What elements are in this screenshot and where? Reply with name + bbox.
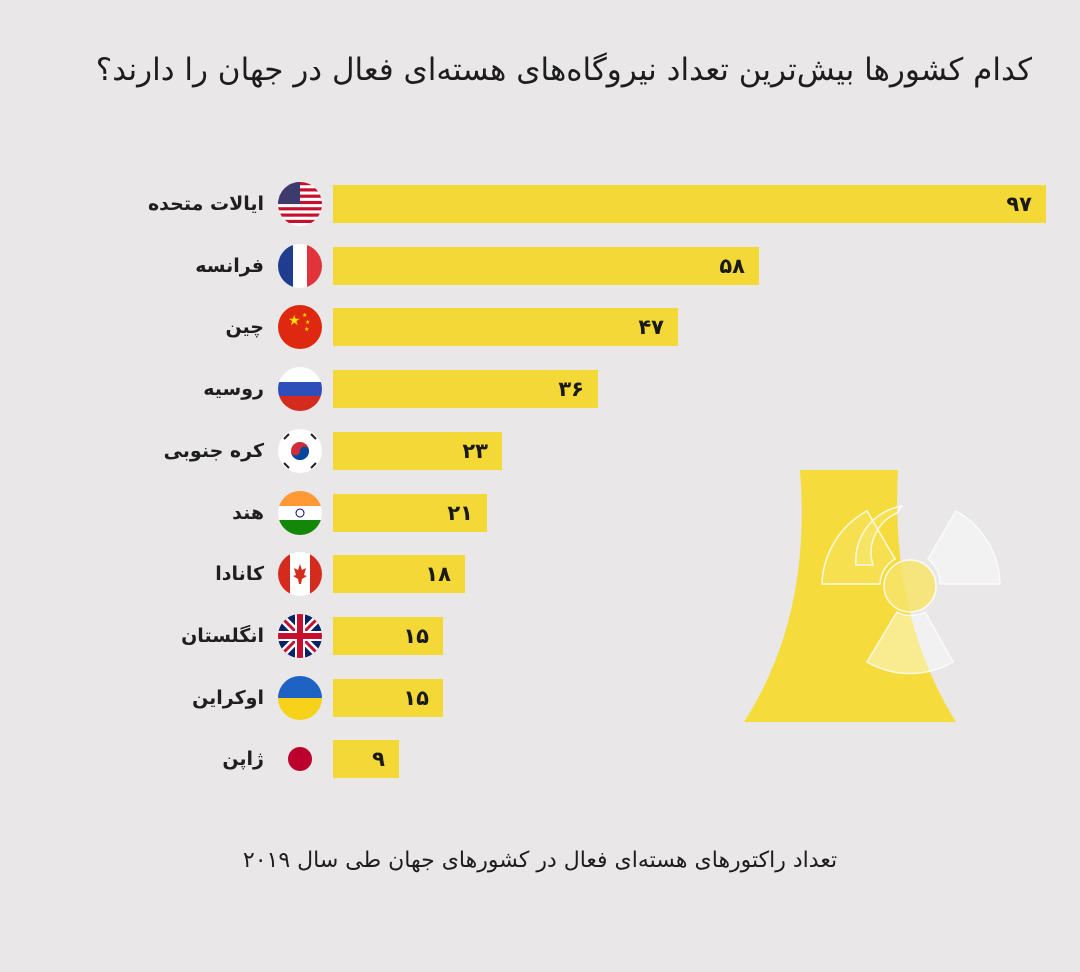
bar-row: کانادا ۱۸ xyxy=(0,552,1080,596)
category-label: چین xyxy=(225,316,264,338)
svg-text:★: ★ xyxy=(288,313,301,329)
bar xyxy=(333,432,502,470)
bar-row: انگلستان ۱۵ xyxy=(0,614,1080,658)
svg-text:★: ★ xyxy=(304,326,309,333)
value-label: ۹۷ xyxy=(1006,192,1032,216)
value-label: ۱۸ xyxy=(425,562,451,586)
bar-row: چین ★ ★ ★ ★ ۴۷ xyxy=(0,305,1080,349)
value-label: ۹ xyxy=(372,747,385,771)
value-label: ۲۳ xyxy=(462,439,488,463)
value-label: ۳۶ xyxy=(558,377,584,401)
category-label: انگلستان xyxy=(181,625,264,647)
bar xyxy=(333,740,399,778)
india-flag-icon xyxy=(278,491,322,535)
value-label: ۲۱ xyxy=(447,501,473,525)
svg-text:★: ★ xyxy=(305,319,310,326)
category-label: ژاپن xyxy=(222,748,264,770)
canada-flag-icon xyxy=(278,552,322,596)
value-label: ۴۷ xyxy=(638,315,664,339)
svg-text:★: ★ xyxy=(302,312,307,319)
russia-flag-icon xyxy=(278,367,322,411)
chart-title: کدام کشورها بیش‌ترین تعداد نیروگاه‌های ه… xyxy=(95,52,1032,88)
category-label: هند xyxy=(232,502,264,524)
bar xyxy=(333,617,443,655)
chart-caption: تعداد راکتورهای هسته‌ای فعال در کشورهای … xyxy=(242,848,838,873)
bar xyxy=(333,679,443,717)
usa-flag-icon xyxy=(278,182,322,226)
bar xyxy=(333,370,598,408)
bar-row: روسیه ۳۶ xyxy=(0,367,1080,411)
japan-flag-icon xyxy=(278,737,322,781)
value-label: ۱۵ xyxy=(403,686,429,710)
china-flag-icon: ★ ★ ★ ★ xyxy=(278,305,322,349)
bar xyxy=(333,308,678,346)
bar-row: ایالات متحده ۹۷ xyxy=(0,182,1080,226)
category-label: روسیه xyxy=(203,378,264,400)
value-label: ۱۵ xyxy=(403,624,429,648)
bar xyxy=(333,494,487,532)
category-label: فرانسه xyxy=(195,255,264,277)
category-label: اوکراین xyxy=(192,687,264,709)
bar-row: فرانسه ۵۸ xyxy=(0,244,1080,288)
value-label: ۵۸ xyxy=(719,254,745,278)
south-korea-flag-icon xyxy=(278,429,322,473)
bar xyxy=(333,247,759,285)
category-label: ایالات متحده xyxy=(147,193,264,215)
bar-row: کره جنوبی ۲۳ xyxy=(0,429,1080,473)
bar-row: هند ۲۱ xyxy=(0,491,1080,535)
france-flag-icon xyxy=(278,244,322,288)
nuclear-cooling-tower-icon xyxy=(744,470,1001,722)
category-label: کانادا xyxy=(215,563,264,585)
bar-row: ژاپن ۹ xyxy=(0,739,1080,779)
uk-flag-icon xyxy=(278,614,322,658)
bar-row: اوکراین ۱۵ xyxy=(0,676,1080,720)
category-label: کره جنوبی xyxy=(163,440,264,462)
bar xyxy=(333,555,465,593)
ukraine-flag-icon xyxy=(278,676,322,720)
bar xyxy=(333,185,1046,223)
